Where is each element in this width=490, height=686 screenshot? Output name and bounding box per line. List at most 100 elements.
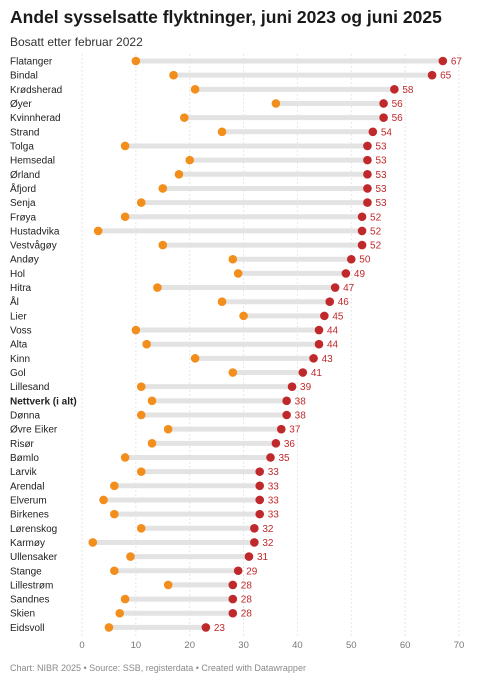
row-label: Strand <box>10 127 39 138</box>
value-label: 45 <box>332 311 344 322</box>
dot-2025 <box>341 269 351 278</box>
value-label: 29 <box>246 566 258 577</box>
value-label: 49 <box>354 269 366 280</box>
dot-2023 <box>217 297 227 307</box>
row-label: Øyer <box>10 99 32 110</box>
dot-2025 <box>427 70 437 80</box>
row-label: Lillesand <box>10 382 49 393</box>
dot-2025 <box>363 184 372 193</box>
chart-title: Andel sysselsatte flyktninger, juni 2023… <box>10 7 442 27</box>
row-label: Lørenskog <box>10 524 57 535</box>
row-label: Ullensaker <box>10 552 58 563</box>
row-label: Tolga <box>10 141 34 152</box>
row-label: Kvinnherad <box>10 113 61 124</box>
dot-2025 <box>314 325 324 335</box>
dot-2023 <box>136 467 146 476</box>
row-label: Sandnes <box>10 595 49 606</box>
value-label: 32 <box>262 524 274 535</box>
dot-2023 <box>136 382 146 391</box>
chart-subtitle: Bosatt etter februar 2022 <box>10 35 143 49</box>
dot-2025 <box>233 566 243 576</box>
dot-2023 <box>115 608 124 618</box>
dot-2025 <box>250 523 259 533</box>
dot-2025 <box>255 509 265 519</box>
value-label: 33 <box>268 495 280 506</box>
dot-2023 <box>147 439 157 448</box>
dot-2023 <box>88 538 98 547</box>
dot-2025 <box>330 283 340 292</box>
value-label: 52 <box>370 226 382 237</box>
value-label: 43 <box>322 354 334 365</box>
value-label: 28 <box>241 609 253 620</box>
dot-2023 <box>228 368 238 377</box>
dot-2025 <box>357 226 367 236</box>
dot-2023 <box>158 184 168 193</box>
dot-2025 <box>287 382 297 391</box>
dot-2025 <box>357 240 367 250</box>
value-label: 33 <box>268 467 280 478</box>
dot-2023 <box>233 269 243 278</box>
value-label: 44 <box>327 326 339 337</box>
dot-2025 <box>250 538 259 547</box>
row-label: Alta <box>10 340 28 351</box>
value-label: 53 <box>375 184 387 195</box>
value-label: 67 <box>451 57 463 68</box>
value-label: 33 <box>268 481 280 492</box>
dot-2023 <box>120 594 130 604</box>
row-label: Larvik <box>10 467 38 478</box>
value-label: 52 <box>370 241 382 252</box>
dot-2023 <box>185 155 195 165</box>
row-label: Elverum <box>10 495 47 506</box>
dot-2023 <box>126 552 135 561</box>
dot-2023 <box>271 99 281 108</box>
dot-2023 <box>180 113 189 122</box>
dot-2023 <box>158 240 168 250</box>
dot-2025 <box>255 495 265 505</box>
row-label: Arendal <box>10 481 44 492</box>
dot-2023 <box>147 396 157 406</box>
dot-2025 <box>320 311 329 321</box>
dot-2023 <box>153 283 162 292</box>
x-tick-label: 0 <box>79 640 84 651</box>
row-label: Voss <box>10 326 32 337</box>
dot-2025 <box>255 481 265 491</box>
row-label: Ørland <box>10 170 40 181</box>
row-label: Krødsherad <box>10 85 62 96</box>
dot-2023 <box>99 495 108 505</box>
dot-2025 <box>228 580 238 590</box>
row-label: Risør <box>10 439 35 450</box>
value-label: 36 <box>284 439 296 450</box>
dot-2025 <box>346 254 356 264</box>
value-label: 32 <box>262 538 274 549</box>
dot-2023 <box>228 254 238 264</box>
dot-2023 <box>120 212 130 222</box>
dot-2023 <box>120 453 130 462</box>
dot-2023 <box>136 523 146 533</box>
dot-2025 <box>325 297 335 307</box>
row-label: Vestvågøy <box>10 240 57 252</box>
value-label: 44 <box>327 340 339 351</box>
dot-2025 <box>363 141 372 151</box>
value-label: 53 <box>375 156 387 167</box>
dot-2023 <box>217 127 227 137</box>
value-label: 53 <box>375 170 387 181</box>
dot-2025 <box>363 169 372 179</box>
value-label: 56 <box>392 99 404 110</box>
dot-2023 <box>239 311 248 321</box>
dot-2025 <box>438 56 448 66</box>
dot-2023 <box>93 226 103 236</box>
dot-2023 <box>142 339 151 349</box>
dot-2023 <box>169 70 178 80</box>
value-label: 53 <box>375 141 387 152</box>
dot-2025 <box>255 467 265 476</box>
value-label: 38 <box>295 411 307 422</box>
row-label: Flatanger <box>10 57 53 68</box>
value-label: 37 <box>289 425 301 436</box>
row-label: Eidsvoll <box>10 623 44 634</box>
value-label: 56 <box>392 113 404 124</box>
value-label: 39 <box>300 382 312 393</box>
row-label: Senja <box>10 198 36 209</box>
dot-2023 <box>110 566 119 576</box>
row-label: Ål <box>10 295 19 308</box>
dot-2025 <box>282 396 291 406</box>
